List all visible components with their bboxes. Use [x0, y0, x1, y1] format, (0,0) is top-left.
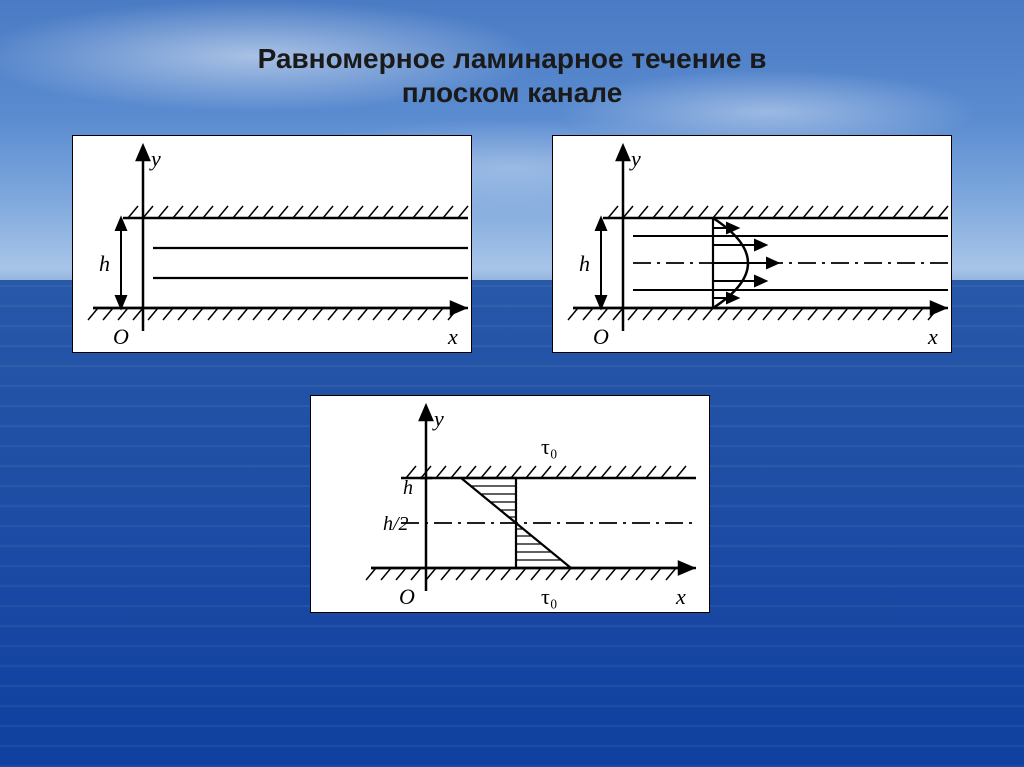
diagram1-svg: y x O h	[73, 136, 473, 354]
d3-x-label: x	[675, 584, 686, 609]
slide-title: Равномерное ламинарное течение в плоском…	[0, 42, 1024, 109]
d3-tau-top: τ₀	[541, 434, 558, 459]
d1-h-label: h	[99, 251, 110, 276]
d3-tau-bottom: τ₀	[541, 584, 558, 609]
d3-h-label: h	[403, 477, 413, 499]
d1-origin: O	[113, 324, 129, 349]
d3-y-label: y	[432, 406, 444, 431]
d3-h2-label: h/2	[383, 513, 409, 535]
d1-x-label: x	[447, 324, 458, 349]
diagram-velocity-profile: y x O h	[552, 135, 952, 353]
diagram2-svg: y x O h	[553, 136, 953, 354]
title-line-2: плоском канале	[402, 77, 623, 108]
diagram-streamlines: y x O h	[72, 135, 472, 353]
diagram-shear-stress: y x O h h/2 τ₀ τ₀	[310, 395, 710, 613]
d2-y-label: y	[629, 146, 641, 171]
d3-origin: O	[399, 584, 415, 609]
d2-h-label: h	[579, 251, 590, 276]
d1-y-label: y	[149, 146, 161, 171]
d2-origin: O	[593, 324, 609, 349]
diagram3-svg: y x O h h/2 τ₀ τ₀	[311, 396, 711, 614]
title-line-1: Равномерное ламинарное течение в	[258, 43, 767, 74]
d2-x-label: x	[927, 324, 938, 349]
